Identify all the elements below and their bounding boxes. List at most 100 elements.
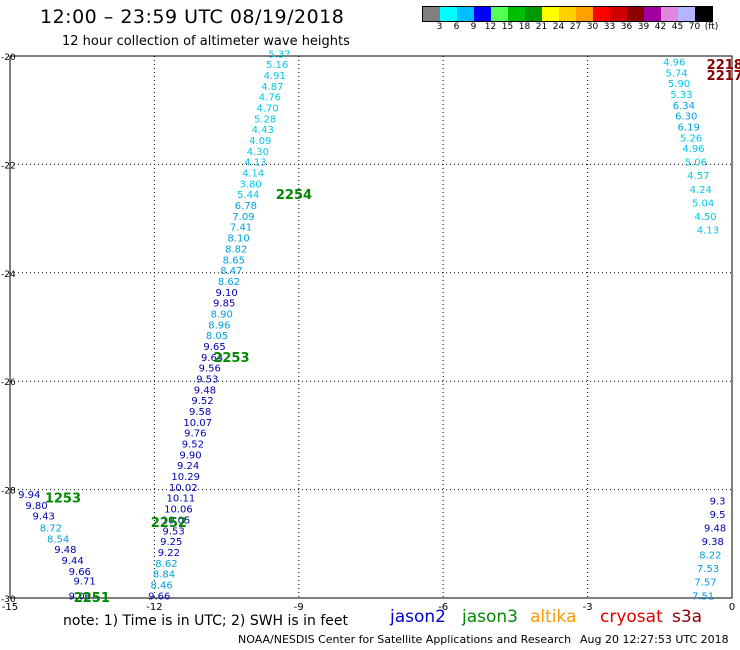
footer-timestamp: Aug 20 12:27:53 UTC 2018: [580, 633, 729, 646]
wave-height-point: 9.65: [203, 342, 225, 353]
wave-height-point: 9.5: [710, 510, 726, 521]
legend-label: 9: [470, 22, 477, 32]
wave-height-point: 9.22: [158, 548, 180, 559]
wave-height-point: 4.09: [249, 136, 271, 147]
wave-height-point: 9.80: [25, 501, 47, 512]
wave-height-point: 4.87: [261, 82, 283, 93]
legend-swatch: [695, 7, 712, 21]
legend-swatch: [423, 7, 440, 21]
wave-height-point: 8.84: [153, 570, 175, 581]
satellite-label-altika: altika: [530, 607, 577, 627]
legend-swatch: [559, 7, 576, 21]
wave-height-point: 4.96: [682, 144, 704, 155]
wave-height-point: 4.14: [242, 169, 264, 180]
x-tick-label: -6: [438, 602, 448, 610]
wave-height-point: 9.3: [710, 496, 726, 507]
footer-note: note: 1) Time is in UTC; 2) SWH is in fe…: [63, 613, 349, 629]
wave-height-point: 9.52: [191, 396, 213, 407]
satellite-label-jason3: jason3: [462, 607, 518, 627]
wave-height-point: 4.91: [264, 71, 286, 82]
wave-height-point: 9.53: [163, 526, 185, 537]
y-tick-label: -22: [1, 161, 16, 171]
x-tick-label: -3: [583, 602, 593, 610]
legend-swatch: [593, 7, 610, 21]
chart-title: 12:00 – 23:59 UTC 08/19/2018: [40, 6, 345, 28]
wave-height-point: 9.66: [148, 591, 170, 602]
wave-height-point: 8.65: [223, 255, 245, 266]
legend-label: 45: [671, 22, 684, 32]
wave-height-point: 6.34: [673, 101, 695, 112]
wave-height-point: 4.13: [244, 158, 266, 169]
wave-height-point: 8.54: [47, 534, 69, 545]
y-tick-label: -20: [1, 53, 16, 63]
plot-frame: [9, 55, 733, 599]
wave-height-point: 4.24: [690, 185, 712, 196]
wave-height-point: 5.33: [670, 90, 692, 101]
chart-subtitle: 12 hour collection of altimeter wave hei…: [62, 34, 350, 49]
legend-label: 42: [654, 22, 667, 32]
wave-height-point: 4.96: [663, 57, 685, 68]
legend-swatch: [576, 7, 593, 21]
wave-height-point: 8.47: [220, 266, 242, 277]
wave-height-point: 10.07: [183, 418, 212, 429]
y-tick-label: -26: [1, 378, 16, 388]
y-tick-label: -24: [1, 270, 16, 280]
satellite-label-cryosat: cryosat: [600, 607, 663, 627]
y-tick-label: -30: [1, 595, 16, 605]
wave-height-point: 9.58: [189, 407, 211, 418]
legend-label: 24: [552, 22, 565, 32]
wave-height-point: 6.30: [675, 112, 697, 123]
wave-height-point: 9.44: [61, 556, 83, 567]
footer-credit: NOAA/NESDIS Center for Satellite Applica…: [238, 633, 572, 646]
wave-height-point: 6.78: [235, 201, 257, 212]
legend-swatch: [610, 7, 627, 21]
legend-swatch: [644, 7, 661, 21]
legend-label: 30: [586, 22, 599, 32]
wave-height-point: 9.48: [704, 524, 726, 535]
wave-height-point: 10.06: [164, 505, 193, 516]
legend-swatch: [542, 7, 559, 21]
wave-height-point: 9.06: [69, 591, 91, 602]
wave-height-point: 9.90: [179, 450, 201, 461]
wave-height-point: 5.28: [254, 114, 276, 125]
legend-swatch: [457, 7, 474, 21]
wave-height-point: 5.44: [237, 190, 259, 201]
legend-label: 12: [484, 22, 497, 32]
wave-height-point: 9.85: [213, 299, 235, 310]
wave-height-point: 9.52: [182, 440, 204, 451]
legend-label: (ft): [704, 22, 719, 32]
wave-height-point: 10.11: [167, 494, 196, 505]
wave-height-point: 8.96: [208, 320, 230, 331]
wave-height-point: 9.43: [33, 512, 55, 523]
wave-height-point: 10.05: [162, 515, 191, 526]
legend-label: 33: [603, 22, 616, 32]
color-legend-bar: [422, 6, 713, 22]
legend-label: 6: [453, 22, 460, 32]
wave-height-point: 8.22: [699, 551, 721, 562]
wave-height-point: 9.56: [199, 364, 221, 375]
wave-height-point: 9.71: [73, 577, 95, 588]
legend-swatch: [491, 7, 508, 21]
legend-label: 15: [501, 22, 514, 32]
wave-height-point: 8.82: [225, 244, 247, 255]
wave-height-point: 4.70: [256, 103, 278, 114]
wave-height-point: 7.57: [694, 578, 716, 589]
wave-height-point: 8.62: [155, 559, 177, 570]
wave-height-point: 9.76: [184, 429, 206, 440]
legend-swatch: [508, 7, 525, 21]
pass-time-label: 1253: [45, 492, 81, 507]
pass-time-label: 2254: [276, 188, 312, 203]
legend-swatch: [627, 7, 644, 21]
wave-height-point: 10.29: [171, 472, 200, 483]
wave-height-point: 9.48: [194, 385, 216, 396]
legend-swatch: [678, 7, 695, 21]
legend-label: 18: [518, 22, 531, 32]
wave-height-point: 7.41: [230, 223, 252, 234]
wave-height-point: 9.48: [54, 545, 76, 556]
wave-height-point: 7.51: [692, 591, 714, 602]
wave-height-point: 5.26: [680, 133, 702, 144]
satellite-label-s3a: s3a: [672, 607, 703, 627]
legend-label: 21: [535, 22, 548, 32]
legend-label: 39: [637, 22, 650, 32]
wave-height-point: 5.16: [266, 60, 288, 71]
